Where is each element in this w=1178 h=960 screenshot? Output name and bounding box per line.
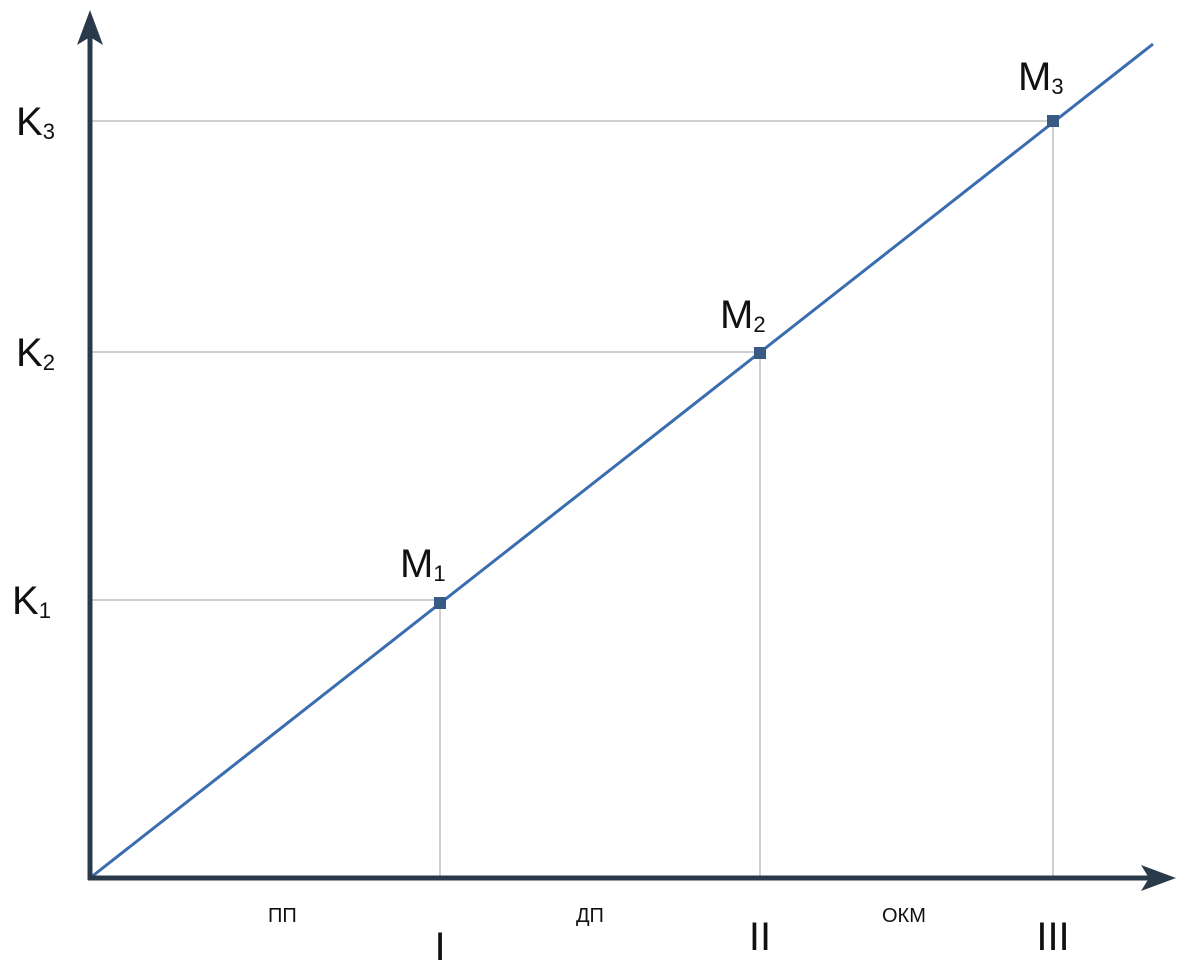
region-label-dp: ДП [576,905,604,927]
stage-label-2: II [749,915,771,959]
y-label-k2: K2 [16,331,55,375]
point-label-m3: M3 [1018,55,1064,99]
stage-label-1: I [434,925,445,960]
point-m3 [1047,115,1059,127]
point-label-m2: M2 [720,293,766,337]
region-label-okm: ОКМ [882,905,926,927]
stage-label-3: III [1036,915,1069,959]
growth-line [89,42,1154,880]
point-label-m1: M1 [400,542,446,586]
point-m1 [434,597,446,609]
y-label-k3: K3 [16,100,55,144]
y-axis-arrow-icon [77,10,103,45]
region-label-pp: ПП [268,905,297,927]
point-m2 [754,347,766,359]
x-axis-arrow-icon [1141,865,1176,891]
y-label-k1: K1 [12,579,51,623]
